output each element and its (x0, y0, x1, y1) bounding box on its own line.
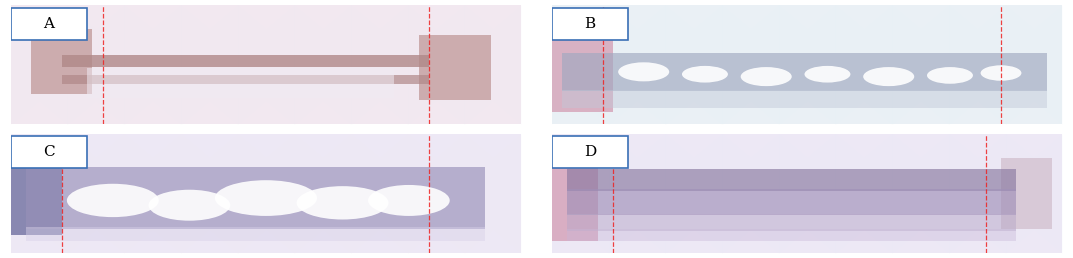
Text: A: A (44, 17, 55, 31)
Ellipse shape (296, 186, 388, 220)
FancyBboxPatch shape (1001, 158, 1052, 229)
FancyBboxPatch shape (552, 136, 629, 168)
FancyBboxPatch shape (552, 148, 598, 241)
FancyBboxPatch shape (11, 136, 87, 168)
Ellipse shape (215, 180, 317, 216)
Text: B: B (585, 17, 596, 31)
Ellipse shape (682, 66, 727, 83)
FancyBboxPatch shape (552, 23, 613, 112)
Ellipse shape (67, 184, 159, 217)
Ellipse shape (368, 185, 450, 216)
FancyBboxPatch shape (26, 167, 485, 229)
FancyBboxPatch shape (568, 170, 1016, 191)
FancyBboxPatch shape (562, 90, 1047, 108)
Ellipse shape (740, 67, 792, 86)
Ellipse shape (863, 67, 914, 86)
FancyBboxPatch shape (552, 7, 629, 40)
Ellipse shape (981, 65, 1021, 81)
FancyBboxPatch shape (31, 29, 92, 94)
FancyBboxPatch shape (11, 7, 87, 40)
FancyBboxPatch shape (62, 75, 429, 84)
FancyBboxPatch shape (26, 227, 485, 241)
Ellipse shape (618, 62, 670, 81)
FancyBboxPatch shape (562, 53, 1047, 91)
Text: C: C (43, 145, 55, 159)
FancyBboxPatch shape (568, 229, 1016, 241)
Text: D: D (584, 145, 597, 159)
FancyBboxPatch shape (11, 158, 62, 235)
FancyBboxPatch shape (420, 35, 490, 100)
Ellipse shape (805, 66, 851, 83)
FancyBboxPatch shape (568, 214, 1016, 231)
FancyBboxPatch shape (62, 55, 429, 67)
FancyBboxPatch shape (87, 68, 394, 98)
Ellipse shape (927, 67, 973, 84)
Ellipse shape (148, 190, 231, 221)
FancyBboxPatch shape (568, 189, 1016, 215)
